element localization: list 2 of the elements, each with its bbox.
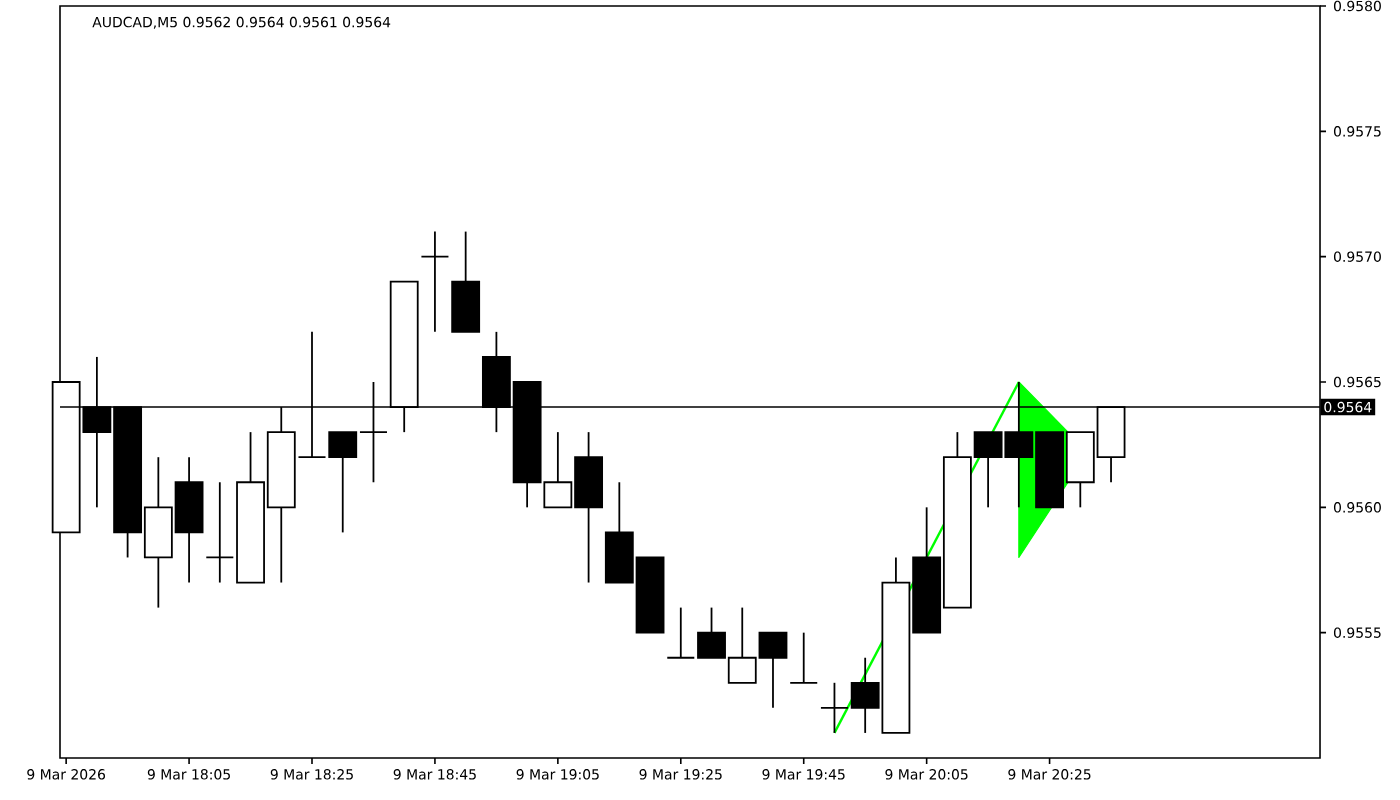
candlestick — [789, 631, 819, 684]
candlestick — [420, 230, 450, 333]
